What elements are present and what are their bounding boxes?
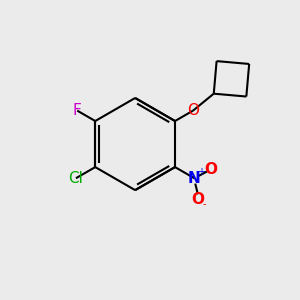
Text: N: N [188,171,201,186]
Text: F: F [73,103,82,118]
Text: +: + [197,167,205,177]
Text: O: O [191,192,204,207]
Text: O: O [204,162,217,177]
Text: O: O [187,103,199,118]
Text: Cl: Cl [68,171,83,186]
Text: -: - [203,199,206,209]
